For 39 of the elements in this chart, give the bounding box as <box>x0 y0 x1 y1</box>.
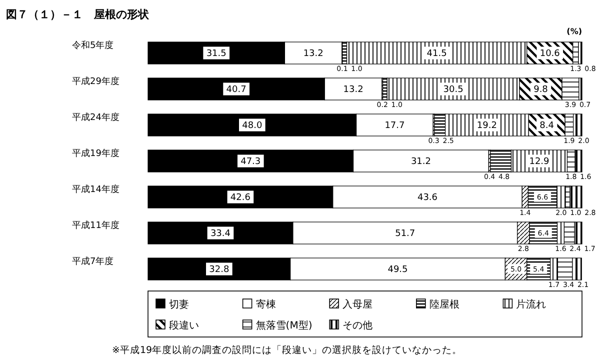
y-tick-label: 平成14年度 <box>72 184 120 195</box>
text: ※平成19年度以前の調査の設問には「段違い」の選択肢を設けていなかった。 <box>112 344 462 356</box>
data-label: 10.6 <box>540 49 560 60</box>
data-label: 8.4 <box>540 121 554 132</box>
y-tick-label: 平成11年度 <box>72 220 120 231</box>
data-label: 31.2 <box>410 157 432 168</box>
data-label: 41.5 <box>426 49 447 60</box>
data-label: 47.3 <box>240 157 261 168</box>
data-label: 51.7 <box>395 229 416 240</box>
data-label: 9.8 <box>534 85 548 96</box>
chart-title: 図７（１）－１ 屋根の形状 <box>6 8 150 21</box>
data-label: 43.6 <box>417 193 438 204</box>
legend-label: 入母屋 <box>342 298 373 310</box>
y-tick-label: 令和5年度 <box>72 40 114 51</box>
data-label: 17.7 <box>384 121 405 132</box>
legend-label: その他 <box>342 320 373 332</box>
data-label: 32.8 <box>209 265 230 276</box>
legend-label: 段違い <box>169 320 199 332</box>
data-label: 12.9 <box>529 157 550 168</box>
y-tick-label: 平成24年度 <box>72 112 120 123</box>
data-label: 49.5 <box>388 265 408 276</box>
y-tick-label: 平成7年度 <box>72 256 114 267</box>
legend-label: 片流れ <box>516 298 546 310</box>
data-label: 13.2 <box>343 85 364 96</box>
data-label: 40.7 <box>226 85 246 96</box>
data-label: 13.2 <box>303 49 324 60</box>
data-label: 19.2 <box>476 121 497 132</box>
legend-label: 切妻 <box>169 298 189 310</box>
x-axis-title: (%) <box>566 27 582 36</box>
data-label: 48.0 <box>242 121 262 132</box>
y-tick-label: 平成19年度 <box>72 148 120 159</box>
data-label: 42.6 <box>230 193 251 204</box>
legend-label: 無落雪(M型) <box>256 320 312 332</box>
data-label: 30.5 <box>443 85 464 96</box>
data-label: 33.4 <box>210 229 231 240</box>
legend-label: 陸屋根 <box>429 298 460 310</box>
legend-label: 寄棟 <box>256 298 276 310</box>
y-tick-label: 平成29年度 <box>72 76 120 87</box>
data-label: 31.5 <box>206 49 226 60</box>
